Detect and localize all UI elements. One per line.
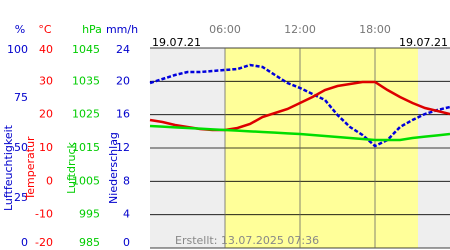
x-tick-label: 18:00 bbox=[359, 23, 391, 36]
axis-unit: hPa bbox=[82, 23, 102, 36]
y-tick-label: 0 bbox=[46, 174, 53, 187]
y-tick-label: 25 bbox=[14, 191, 28, 204]
y-tick-label: 1015 bbox=[72, 141, 100, 154]
y-tick-label: 30 bbox=[39, 74, 53, 87]
y-tick-label: 8 bbox=[123, 174, 130, 187]
series-line bbox=[149, 63, 450, 148]
end-date: 19.07.21 bbox=[399, 36, 448, 49]
y-tick-label: 0 bbox=[123, 236, 130, 249]
y-tick-label: 985 bbox=[79, 236, 100, 249]
y-tick-label: 1025 bbox=[72, 108, 100, 121]
x-tick-label: 06:00 bbox=[209, 23, 241, 36]
start-date: 19.07.21 bbox=[152, 36, 201, 49]
axis-label: Luftfeuchtigkeit bbox=[2, 124, 15, 211]
y-tick-label: 4 bbox=[123, 208, 130, 221]
y-tick-label: 1045 bbox=[72, 43, 100, 56]
y-tick-label: 0 bbox=[21, 236, 28, 249]
axis-label: Temperatur bbox=[24, 136, 37, 201]
y-tick-label: 100 bbox=[7, 43, 28, 56]
y-tick-label: 1005 bbox=[72, 174, 100, 187]
axis-unit: mm/h bbox=[106, 23, 138, 36]
axis-label: Luftdruck bbox=[65, 141, 78, 193]
series-line bbox=[149, 124, 450, 142]
axis-unit: °C bbox=[38, 23, 52, 36]
x-tick-label: 12:00 bbox=[284, 23, 316, 36]
y-tick-label: 1035 bbox=[72, 74, 100, 87]
y-tick-label: 50 bbox=[14, 141, 28, 154]
y-tick-label: 10 bbox=[39, 141, 53, 154]
y-tick-label: 12 bbox=[116, 141, 130, 154]
y-tick-label: -10 bbox=[35, 208, 53, 221]
y-tick-label: 20 bbox=[116, 74, 130, 87]
y-tick-label: 16 bbox=[116, 108, 130, 121]
y-tick-label: 40 bbox=[39, 43, 53, 56]
y-tick-label: 20 bbox=[39, 108, 53, 121]
axis-unit: % bbox=[15, 23, 25, 36]
created-note: Erstellt: 13.07.2025 07:36 bbox=[175, 234, 319, 247]
y-tick-label: -20 bbox=[35, 236, 53, 249]
y-tick-label: 24 bbox=[116, 43, 130, 56]
axis-label: Niederschlag bbox=[107, 132, 120, 204]
y-tick-label: 75 bbox=[14, 91, 28, 104]
y-tick-label: 995 bbox=[79, 208, 100, 221]
